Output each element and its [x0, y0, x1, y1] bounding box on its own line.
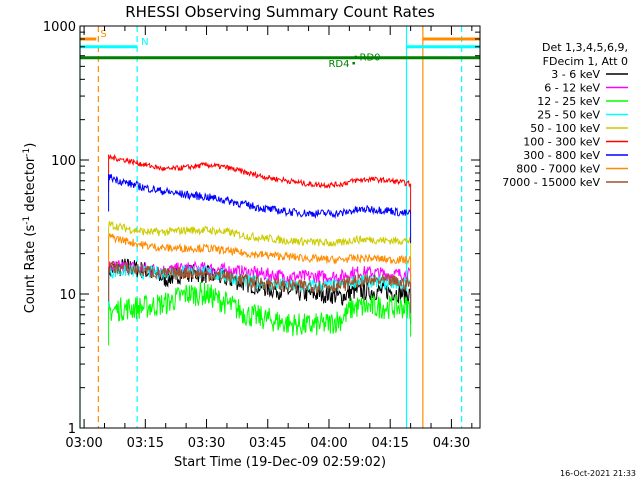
y-axis-label-mid: detector [23, 156, 38, 216]
legend-label: 100 - 300 keV [523, 136, 600, 149]
y-tick-label: 1000 [43, 20, 76, 35]
legend-header-line-2: FDecim 1, Att 0 [543, 55, 628, 68]
series-line [108, 153, 412, 214]
y-tick-label: 1 [68, 422, 76, 437]
series-line [108, 261, 412, 314]
chart-title: RHESSI Observing Summary Count Rates [125, 3, 435, 21]
legend-label: 25 - 50 keV [537, 109, 600, 122]
marker-point [352, 61, 355, 65]
y-axis-label-sup1: -1 [22, 216, 32, 225]
plot-frame [79, 25, 481, 429]
marker-label: RD0 [360, 53, 381, 64]
legend: Det 1,3,4,5,6,9, FDecim 1, Att 0 3 - 6 k… [502, 41, 628, 189]
y-axis-label-end: ) [23, 143, 38, 148]
marker-point [354, 55, 358, 59]
legend-label: 7000 - 15000 keV [502, 176, 600, 189]
x-tick-label: 03:30 [188, 436, 225, 451]
x-tick-label: 04:15 [371, 436, 408, 451]
y-axis-label: Count Rate (s-1 detector-1) [22, 143, 38, 314]
x-tick-label: 04:00 [310, 436, 347, 451]
x-tick-label: 03:00 [65, 436, 102, 451]
legend-label: 800 - 7000 keV [516, 163, 600, 176]
legend-label: 300 - 800 keV [523, 149, 600, 162]
y-axis-label-sup2: -1 [22, 148, 32, 157]
y-tick-label: 10 [59, 288, 76, 303]
flag-label: S [100, 29, 106, 40]
timestamp: 16-Oct-2021 21:33 [560, 469, 636, 478]
series-lines [108, 153, 412, 346]
flag-lines: SN [80, 29, 480, 60]
flag-label: N [141, 37, 148, 48]
y-tick-label: 100 [51, 154, 76, 169]
marker-label: RD4 [328, 59, 349, 70]
legend-label: 12 - 25 keV [537, 95, 600, 108]
x-tick-label: 03:45 [249, 436, 286, 451]
x-tick-label: 03:15 [127, 436, 164, 451]
series-line [108, 282, 412, 346]
legend-header-line-1: Det 1,3,4,5,6,9, [542, 41, 628, 54]
series-line [108, 220, 412, 271]
series-line [108, 233, 412, 290]
y-axis-label-main: Count Rate (s [23, 225, 38, 314]
legend-label: 6 - 12 keV [544, 82, 600, 95]
x-tick-label: 04:30 [433, 436, 470, 451]
decimation-markers: RD0 RD4 [328, 53, 380, 70]
x-axis-label: Start Time (19-Dec-09 02:59:02) [174, 455, 386, 470]
y-axis: 1 10 100 1000 [43, 20, 480, 437]
legend-label: 3 - 6 keV [551, 68, 600, 81]
legend-label: 50 - 100 keV [530, 122, 600, 135]
x-axis: 03:00 03:15 03:30 03:45 04:00 04:15 04:30 [65, 26, 473, 451]
series-line [108, 174, 412, 244]
